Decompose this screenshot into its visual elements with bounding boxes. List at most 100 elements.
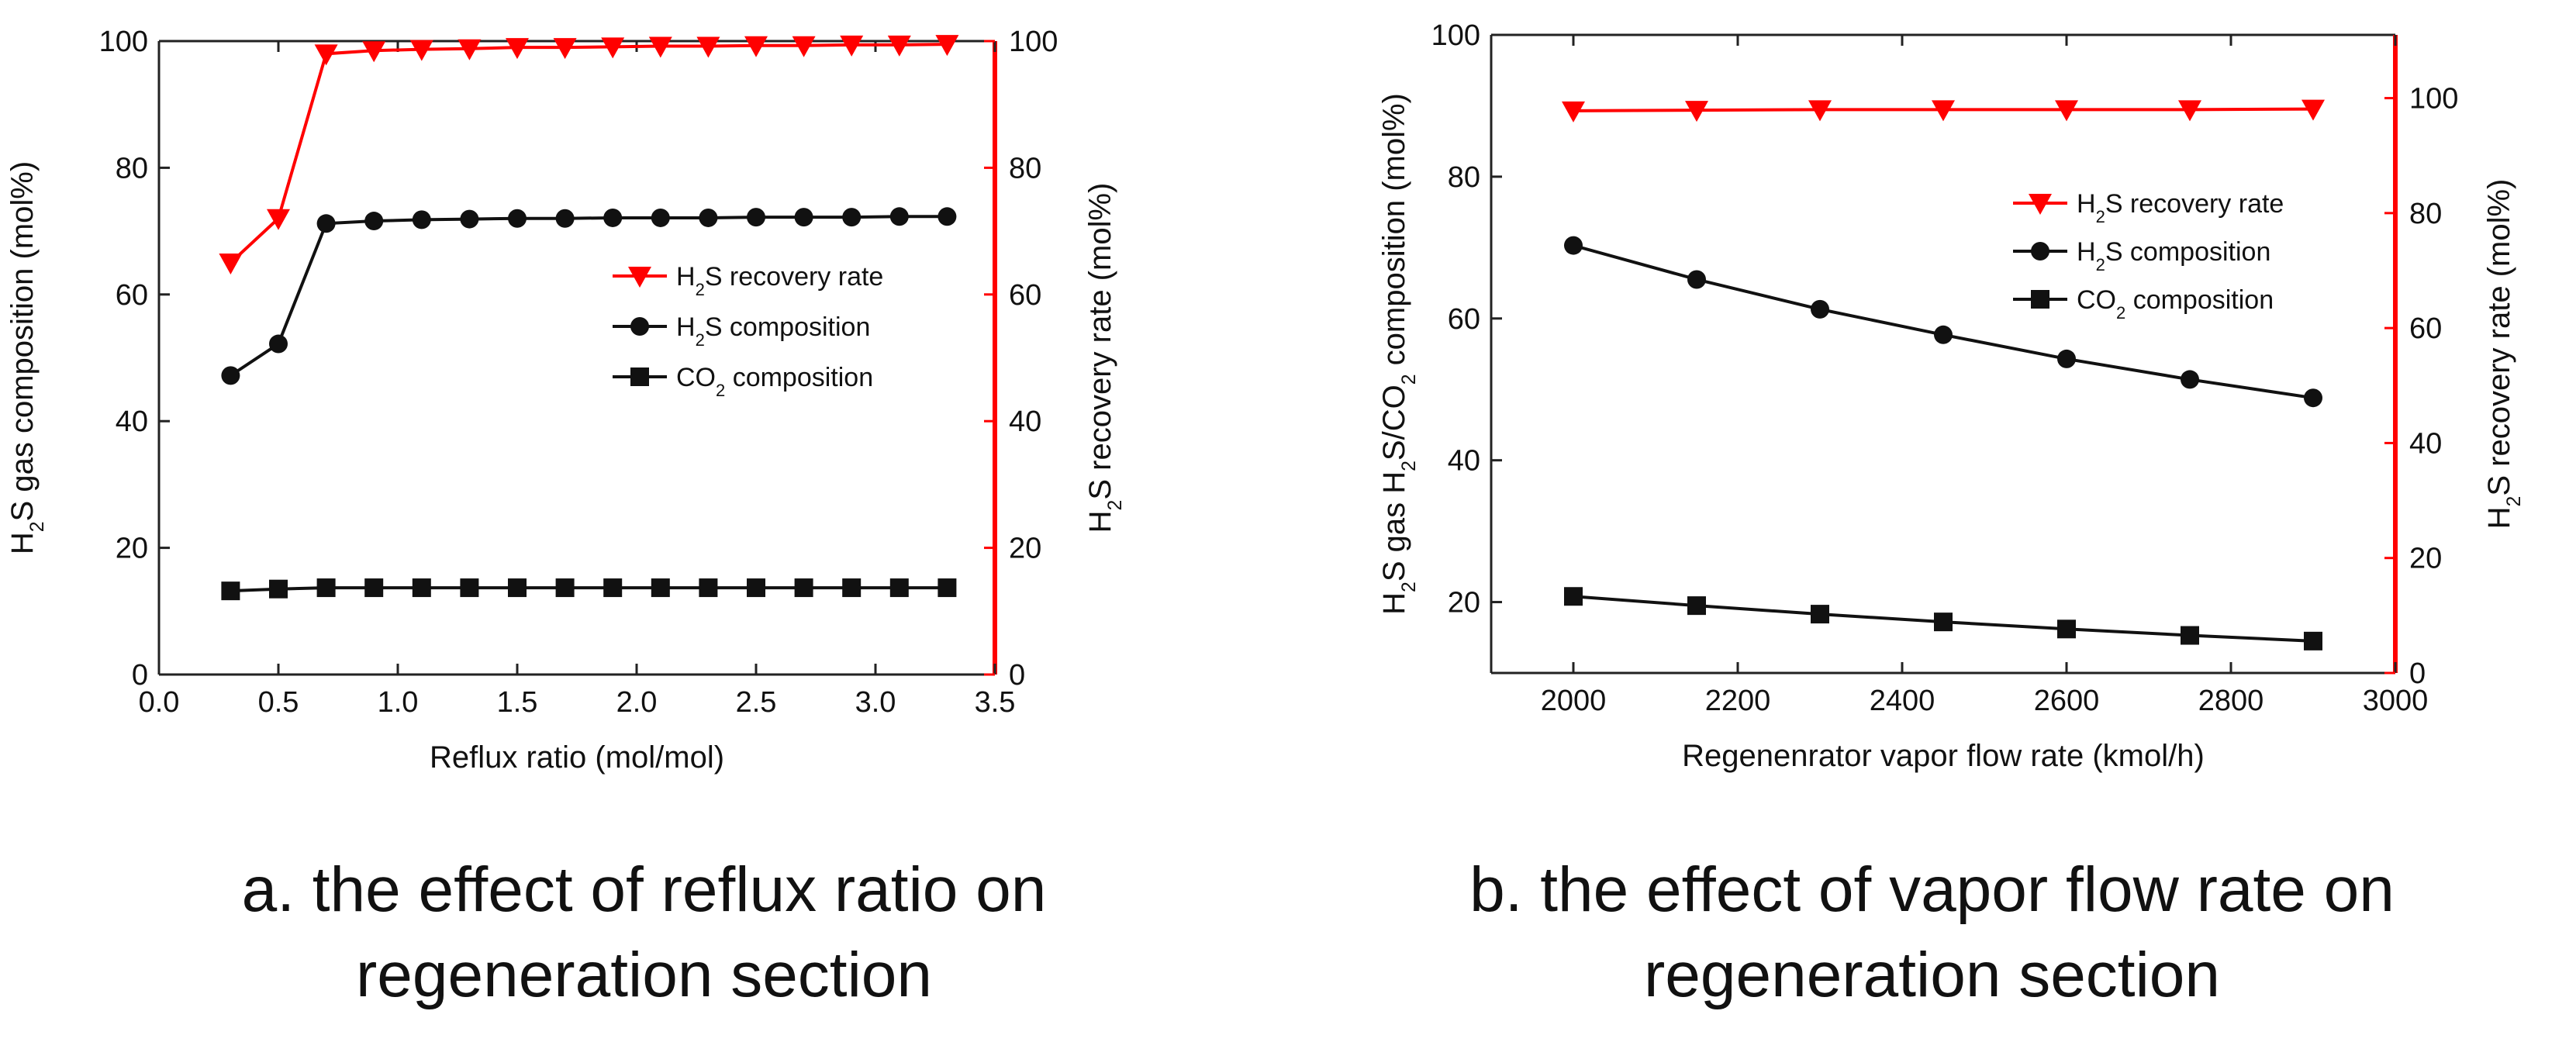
data-point <box>412 210 431 229</box>
data-point <box>267 209 290 230</box>
data-point <box>794 208 813 227</box>
data-point <box>601 37 625 59</box>
data-point <box>840 35 864 57</box>
data-point <box>792 36 816 57</box>
data-point <box>651 578 670 598</box>
legend-marker <box>630 317 649 336</box>
y-left-tick-label: 60 <box>1448 303 1480 336</box>
data-point <box>744 36 768 57</box>
x-tick-label: 2600 <box>2034 685 2100 717</box>
y-right-tick-label: 40 <box>1009 405 1041 438</box>
data-point <box>1934 325 1953 344</box>
data-point <box>2178 100 2201 122</box>
data-point <box>938 207 957 226</box>
data-point <box>269 579 288 599</box>
series-line <box>230 43 948 264</box>
data-point <box>1932 100 1955 122</box>
y-left-tick-label: 0 <box>132 659 148 692</box>
x-tick-label: 1.5 <box>497 686 538 719</box>
vapor-flow-rate-chart: 2000 2200 2400 2600 2800 3000 20 40 60 80 100 0 20 40… <box>1377 19 2525 773</box>
data-point <box>221 366 240 385</box>
x-tick-label: 3000 <box>2363 685 2429 717</box>
data-point <box>364 578 384 598</box>
y-right-tick-label: 100 <box>1009 26 1058 58</box>
data-point <box>1562 101 1585 122</box>
data-point <box>1808 100 1832 122</box>
data-point <box>1934 612 1953 632</box>
legend-label: H2S recovery rate <box>2077 189 2284 226</box>
data-point <box>1687 596 1706 616</box>
y-right-tick-label: 20 <box>1009 533 1041 565</box>
data-point <box>508 209 527 228</box>
data-point <box>2304 388 2322 408</box>
y-left-axis-title: H2S gas H2S/CO2 composition (mol%) <box>1377 93 1420 615</box>
y-left-tick-label: 100 <box>99 26 148 58</box>
data-point <box>314 44 338 66</box>
y-left-tick-label: 20 <box>116 533 148 565</box>
data-point <box>648 36 672 58</box>
y-left-tick-label: 80 <box>116 152 148 185</box>
caption-a-line1: a. the effect of reflux ratio on <box>241 854 1047 925</box>
legend-label: CO2 composition <box>676 363 873 400</box>
data-point <box>699 208 718 227</box>
y-right-tick-label: 0 <box>1009 659 1025 692</box>
y-left-axis-title: H2S gas composition (mol%) <box>5 161 48 554</box>
legend-label: H2S recovery rate <box>676 262 883 299</box>
data-point <box>842 208 862 227</box>
x-tick-label: 1.0 <box>378 686 419 719</box>
data-point <box>1687 270 1706 289</box>
data-point <box>1564 236 1583 255</box>
y-left-tick-label: 40 <box>1448 445 1480 478</box>
x-tick-label: 2800 <box>2198 685 2264 717</box>
data-point <box>1811 605 1829 624</box>
legend-marker <box>2031 242 2049 261</box>
data-point <box>1564 587 1583 606</box>
data-point <box>603 578 623 598</box>
x-tick-label: 3.0 <box>855 686 896 719</box>
data-point <box>221 581 240 601</box>
x-axis-title: Regenenrator vapor flow rate (kmol/h) <box>1682 739 2205 773</box>
series-line <box>230 586 948 593</box>
x-tick-label: 2200 <box>1705 685 1771 717</box>
x-tick-label: 0.5 <box>258 686 299 719</box>
y-right-tick-label: 100 <box>2409 83 2458 116</box>
legend-marker <box>628 267 651 288</box>
x-tick-label: 2000 <box>1541 685 1607 717</box>
data-point <box>696 36 720 58</box>
data-point <box>1685 101 1708 122</box>
data-point <box>460 209 479 229</box>
data-point <box>555 209 575 228</box>
legend-marker <box>2029 194 2052 215</box>
legend-label: H2S composition <box>676 312 870 350</box>
data-point <box>409 40 433 61</box>
data-point <box>651 208 670 227</box>
data-point <box>458 39 482 60</box>
data-point <box>935 35 959 57</box>
x-tick-label: 2.5 <box>736 686 777 719</box>
caption-b-line2: regeneration section <box>1643 940 2221 1010</box>
y-right-tick-label: 60 <box>2409 312 2442 345</box>
y-right-axis-title: H2S recovery rate (mol%) <box>2482 179 2525 530</box>
data-point <box>412 578 431 598</box>
data-point <box>842 578 862 598</box>
data-point <box>506 38 529 60</box>
y-right-axis-title: H2S recovery rate (mol%) <box>1083 183 1126 533</box>
caption-a-line2: regeneration section <box>355 940 933 1010</box>
data-point <box>889 578 909 598</box>
x-tick-label: 3.5 <box>975 686 1016 719</box>
data-point <box>508 578 527 598</box>
data-point <box>889 207 909 226</box>
data-point <box>2181 370 2199 389</box>
data-point <box>553 38 577 60</box>
chart-panel-b: 2000 2200 2400 2600 2800 3000 20 40 60 80 100 0 20 40… <box>1288 0 2576 1049</box>
legend-label: H2S composition <box>2077 237 2270 274</box>
data-point <box>364 212 384 231</box>
reflux-ratio-chart: 0.0 0.5 1.0 1.5 2.0 2.5 3.0 3.50204060801000204… <box>5 26 1126 775</box>
series-line <box>230 215 948 378</box>
data-point <box>2304 631 2322 650</box>
chart-panel-a: 0.0 0.5 1.0 1.5 2.0 2.5 3.0 3.5 0 20 40 60 80 100 0 20 4… <box>5 26 1126 1010</box>
data-point <box>747 578 765 598</box>
x-axis-title: Reflux ratio (mol/mol) <box>430 740 724 775</box>
legend-marker <box>2031 290 2049 309</box>
series-line <box>1573 243 2314 400</box>
